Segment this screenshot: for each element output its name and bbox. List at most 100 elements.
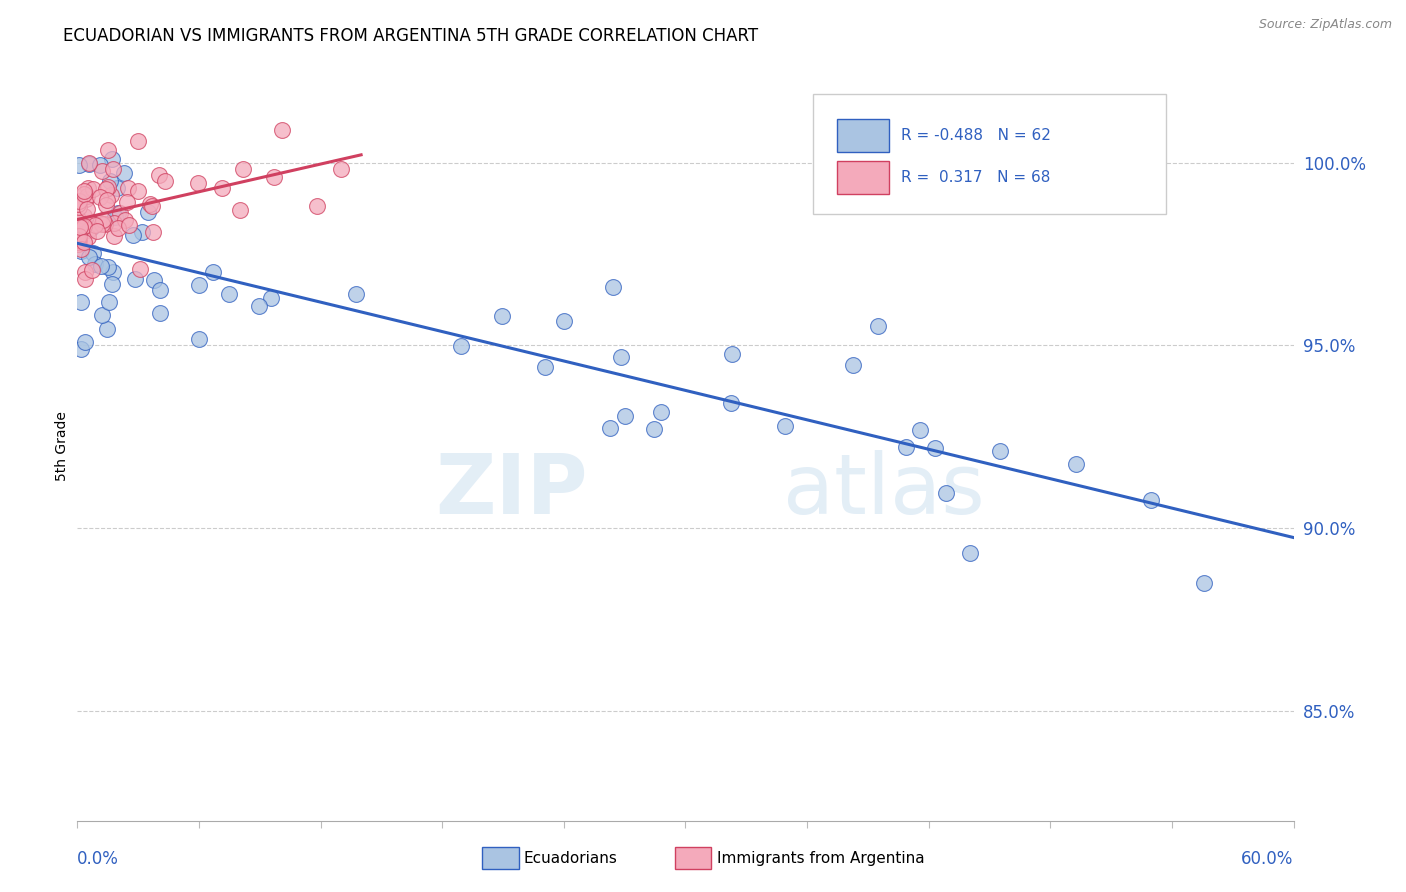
- Point: [247, 299, 270, 313]
- Point: [70, 243, 93, 257]
- Point: [271, 123, 294, 137]
- Point: [127, 184, 149, 198]
- Point: [229, 203, 252, 218]
- Point: [112, 166, 135, 180]
- Point: [76, 202, 98, 216]
- Text: R = -0.488   N = 62: R = -0.488 N = 62: [901, 128, 1050, 143]
- Point: [77, 156, 100, 170]
- Point: [67, 229, 90, 244]
- Point: [1192, 576, 1215, 591]
- Point: [67, 237, 90, 252]
- Point: [73, 335, 96, 350]
- Point: [128, 261, 150, 276]
- Text: R =  0.317   N = 68: R = 0.317 N = 68: [901, 170, 1050, 186]
- Point: [73, 219, 96, 233]
- Point: [94, 197, 117, 211]
- Point: [77, 180, 100, 194]
- Point: [910, 423, 932, 437]
- Point: [122, 227, 145, 242]
- Point: [77, 223, 100, 237]
- Point: [67, 211, 90, 226]
- Point: [260, 291, 283, 305]
- Point: [553, 314, 575, 328]
- Point: [533, 359, 555, 374]
- Text: Ecuadorians: Ecuadorians: [523, 852, 617, 866]
- Point: [614, 409, 637, 423]
- Point: [131, 226, 153, 240]
- Point: [924, 441, 946, 455]
- Point: [94, 217, 117, 231]
- Point: [141, 199, 163, 213]
- Point: [73, 209, 96, 223]
- Point: [105, 181, 128, 195]
- Point: [118, 219, 141, 233]
- Point: [76, 189, 98, 203]
- Point: [721, 347, 744, 361]
- Point: [101, 265, 124, 279]
- Point: [98, 295, 121, 310]
- Point: [842, 358, 865, 372]
- Point: [450, 339, 472, 353]
- Point: [149, 283, 172, 297]
- Point: [114, 212, 136, 227]
- Point: [187, 176, 209, 190]
- Point: [148, 168, 170, 182]
- Point: [232, 161, 254, 176]
- Point: [127, 134, 149, 148]
- Point: [643, 422, 665, 436]
- Point: [86, 224, 108, 238]
- Point: [67, 235, 90, 250]
- Point: [187, 278, 209, 293]
- Point: [211, 181, 233, 195]
- Point: [90, 308, 112, 322]
- Point: [82, 263, 104, 277]
- Point: [69, 294, 91, 309]
- Point: [136, 205, 159, 219]
- Point: [96, 181, 118, 195]
- Point: [96, 322, 118, 336]
- Point: [77, 250, 100, 264]
- Point: [73, 265, 96, 279]
- Point: [67, 197, 90, 211]
- Point: [96, 193, 118, 207]
- Text: Source: ZipAtlas.com: Source: ZipAtlas.com: [1258, 18, 1392, 31]
- Point: [73, 185, 96, 199]
- Point: [90, 259, 112, 273]
- Point: [89, 190, 111, 204]
- Point: [83, 257, 105, 271]
- Point: [599, 421, 621, 435]
- Point: [149, 306, 172, 320]
- Point: [69, 219, 91, 234]
- Point: [959, 545, 981, 559]
- Point: [82, 245, 104, 260]
- Point: [67, 233, 90, 247]
- Text: ECUADORIAN VS IMMIGRANTS FROM ARGENTINA 5TH GRADE CORRELATION CHART: ECUADORIAN VS IMMIGRANTS FROM ARGENTINA …: [63, 27, 758, 45]
- Point: [142, 225, 165, 239]
- Point: [89, 216, 111, 230]
- Point: [720, 396, 742, 410]
- Point: [491, 309, 513, 323]
- FancyBboxPatch shape: [838, 161, 889, 194]
- Point: [650, 405, 672, 419]
- Point: [103, 229, 125, 244]
- Point: [935, 486, 957, 500]
- Point: [153, 174, 176, 188]
- Point: [82, 182, 104, 196]
- Point: [773, 419, 796, 434]
- Point: [67, 200, 90, 214]
- Point: [988, 444, 1011, 458]
- Point: [108, 206, 131, 220]
- Point: [107, 206, 129, 220]
- Text: ZIP: ZIP: [436, 450, 588, 532]
- Point: [263, 169, 285, 184]
- Point: [329, 161, 352, 176]
- Point: [80, 216, 103, 230]
- Point: [307, 199, 329, 213]
- Y-axis label: 5th Grade: 5th Grade: [55, 411, 69, 481]
- Text: atlas: atlas: [783, 450, 984, 532]
- Text: 60.0%: 60.0%: [1241, 850, 1294, 868]
- FancyBboxPatch shape: [813, 94, 1166, 214]
- Point: [67, 158, 90, 172]
- Point: [73, 187, 96, 202]
- Point: [75, 272, 97, 286]
